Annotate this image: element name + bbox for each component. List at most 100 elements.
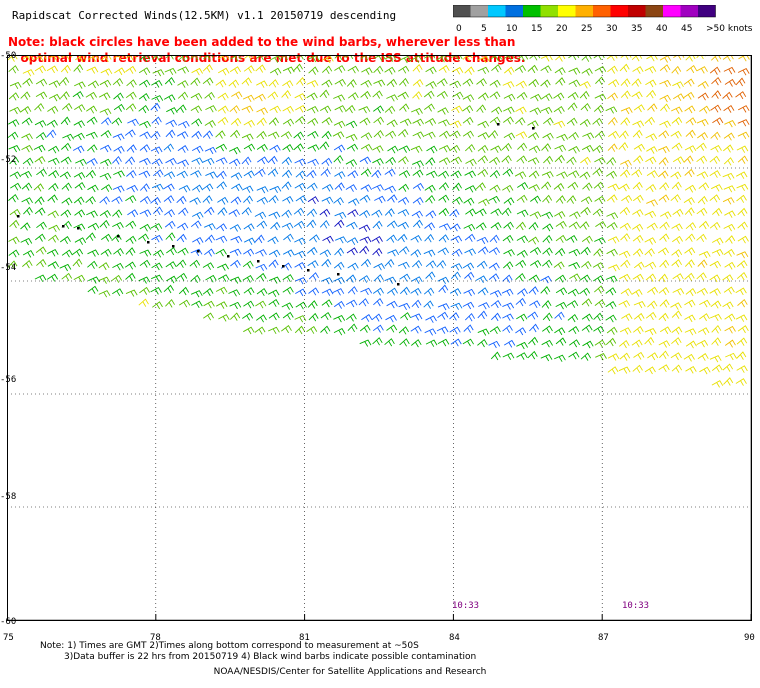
wind-barb [399, 338, 410, 347]
wind-barb [153, 206, 163, 216]
wind-barb [607, 353, 620, 361]
wind-barb [501, 288, 514, 297]
wind-barb [74, 237, 87, 245]
wind-barb [268, 211, 281, 219]
wind-barb [189, 197, 201, 205]
wind-barb [438, 182, 449, 191]
wind-barb [528, 336, 539, 346]
wind-barb [462, 116, 474, 126]
wind-barb [215, 248, 227, 257]
wind-barb [541, 339, 553, 348]
wind-barb [256, 196, 269, 205]
wind-barb [647, 103, 658, 112]
wind-barb [86, 157, 98, 166]
wind-barb [138, 93, 150, 102]
contamination-dot [172, 245, 175, 248]
wind-barb [165, 119, 178, 128]
wind-barb [465, 158, 477, 167]
wind-barb [425, 194, 436, 204]
contamination-dot [307, 269, 310, 272]
wind-barb [217, 105, 229, 114]
wind-barb [61, 102, 73, 112]
wind-barb [528, 221, 539, 231]
wind-barb [606, 156, 617, 166]
wind-barb [644, 261, 657, 270]
wind-barb [270, 221, 281, 231]
wind-barb [671, 106, 683, 114]
wind-barb [202, 77, 214, 86]
wind-barb [150, 130, 161, 140]
wind-barb [100, 55, 112, 63]
wind-barb [217, 116, 229, 126]
wind-barb [410, 145, 423, 153]
wind-barb [644, 248, 655, 257]
wind-barb [697, 195, 708, 205]
wind-barb [151, 55, 163, 61]
wind-barb [660, 103, 670, 113]
wind-barb [190, 248, 203, 257]
wind-barb [243, 65, 255, 74]
wind-barb [592, 262, 605, 270]
wind-barb [59, 76, 70, 86]
wind-barb [737, 119, 750, 127]
colorbar-swatch [453, 5, 471, 17]
wind-barb [205, 105, 217, 113]
wind-barb [85, 169, 96, 179]
wind-barb [477, 144, 489, 154]
wind-barb [581, 298, 593, 307]
wind-barb [554, 327, 566, 336]
wind-barb [671, 364, 683, 373]
wind-barb [439, 130, 451, 139]
wind-barb [61, 249, 73, 258]
wind-barb [138, 298, 149, 307]
wind-barb [449, 312, 460, 321]
wind-barb [230, 129, 241, 139]
wind-barb [516, 91, 528, 100]
wind-barb [607, 143, 618, 152]
wind-barb [72, 248, 84, 257]
wind-barb [724, 78, 736, 87]
wind-barb [203, 55, 214, 61]
wind-barb [163, 195, 175, 204]
wind-barb [646, 146, 658, 154]
wind-barb [658, 194, 670, 203]
wind-barb [527, 157, 540, 165]
wind-barb [594, 130, 606, 140]
wind-barb [385, 130, 397, 139]
wind-barb [528, 286, 539, 295]
wind-barb [594, 195, 606, 204]
wind-barbs [7, 55, 750, 388]
wind-barb [268, 259, 279, 268]
wind-barb [582, 132, 595, 140]
wind-barb [437, 311, 449, 320]
wind-barb [517, 288, 528, 297]
wind-barb [230, 196, 242, 205]
wind-barb [192, 184, 203, 193]
wind-barb [580, 352, 592, 361]
wind-barb [736, 272, 748, 281]
wind-barb [502, 261, 514, 270]
wind-barb [607, 194, 618, 203]
wind-barb [489, 79, 501, 88]
wind-barb [100, 158, 112, 167]
wind-barb [176, 195, 187, 205]
wind-barb [87, 144, 98, 153]
wind-barb [436, 78, 448, 87]
wind-barb [503, 93, 516, 102]
wind-barb [283, 233, 294, 242]
wind-barb [215, 235, 228, 243]
wind-barb [231, 183, 243, 192]
wind-barb [125, 220, 137, 229]
wind-barb [465, 208, 477, 217]
wind-barb [699, 105, 711, 114]
wind-barb [555, 195, 566, 204]
wind-barb [178, 185, 191, 193]
wind-barb [230, 117, 242, 127]
wind-barb [631, 91, 643, 100]
wind-barb [256, 80, 268, 88]
wind-barb [451, 196, 463, 205]
wind-barb [125, 195, 137, 204]
wind-barb [490, 145, 502, 153]
wind-barb [88, 55, 100, 62]
wind-barb [372, 220, 383, 230]
